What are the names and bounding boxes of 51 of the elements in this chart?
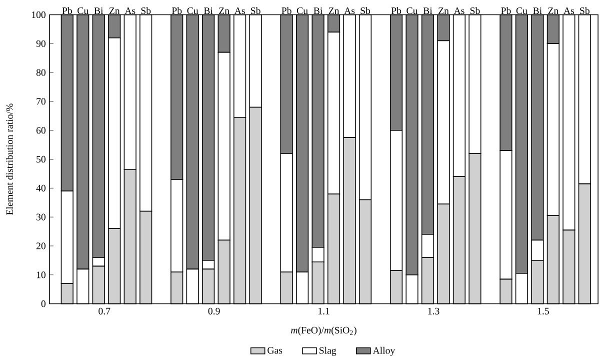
x-tick-label: Sb [141, 7, 151, 14]
x-tick-label: Bi [423, 8, 432, 14]
x-tick-label: Zn [328, 8, 340, 14]
y-tick-label: 10 [36, 272, 46, 278]
legend-label: Alloy [372, 346, 396, 356]
x-tick-label: Sb [360, 7, 370, 14]
x-tick-label: Pb [501, 7, 511, 14]
x-tick-label: Pb [62, 7, 72, 14]
x-axis-title: 1.5 [538, 308, 549, 315]
x-tick-label: Zn [548, 8, 558, 14]
x-tick-label: Cu [187, 8, 198, 14]
x-axis-title: 1.3 [428, 308, 440, 315]
y-tick-label: 70 [36, 98, 46, 105]
x-tick-label: Bi [94, 8, 104, 14]
legend-label: Gas [268, 347, 282, 354]
x-tick-label: Pb [391, 7, 402, 14]
x-tick-label: As [344, 8, 355, 14]
x-tick-label: As [234, 8, 245, 14]
text: m(FeO)/m(SiO$_{2}$) [291, 326, 356, 336]
x-tick-label: Cu [296, 8, 308, 14]
x-axis-title: 1.1 [318, 308, 330, 315]
y-tick-label: 80 [36, 69, 46, 76]
x-tick-label: Sb [470, 7, 480, 14]
x-tick-label: Bi [204, 8, 213, 14]
x-tick-label: Cu [406, 8, 418, 14]
x-tick-label: As [564, 8, 574, 14]
x-tick-label: Sb [251, 7, 260, 14]
x-tick-label: Zn [109, 8, 120, 14]
y-tick-label: 20 [36, 242, 46, 250]
y-tick-label: 100 [32, 12, 46, 18]
x-axis-title: 0.9 [208, 308, 220, 315]
x-tick-label: Bi [533, 8, 542, 14]
y-tick-label: 0 [41, 300, 46, 308]
y-tick-label: 50 [36, 156, 46, 163]
x-tick-label: Pb [282, 7, 292, 14]
x-tick-label: As [454, 8, 464, 14]
x-tick-label: Sb [580, 7, 590, 14]
x-axis-title: 0.7 [98, 308, 110, 315]
y-tick-label: 30 [36, 214, 46, 220]
x-tick-label: Bi [314, 8, 322, 14]
y-tick-label: 90 [36, 40, 46, 48]
y-tick-label: 40 [36, 184, 46, 192]
y-axis-title: Element distribution ratio/% [6, 104, 13, 216]
x-tick-label: As [124, 8, 136, 14]
y-tick-label: 60 [36, 127, 46, 134]
x-tick-label: Zn [438, 8, 449, 14]
x-tick-label: Zn [219, 8, 230, 14]
x-tick-label: Cu [516, 8, 528, 14]
x-tick-label: Cu [78, 8, 88, 14]
x-tick-label: Pb [172, 7, 182, 14]
legend-label: Slag [320, 346, 336, 356]
